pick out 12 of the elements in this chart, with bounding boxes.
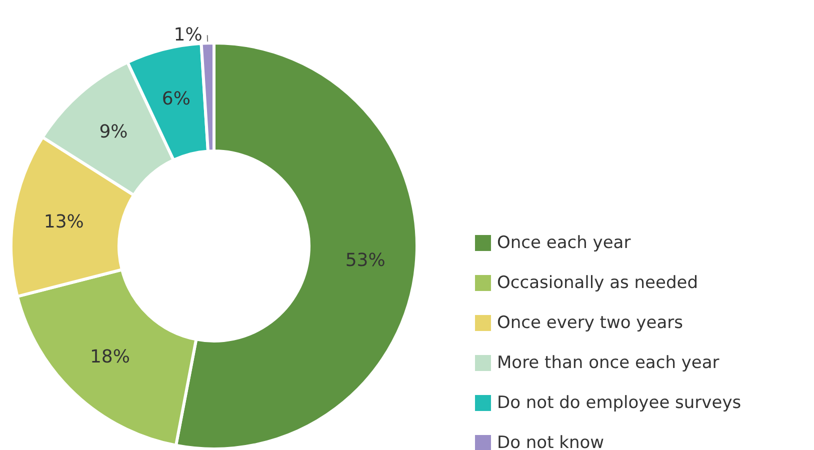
legend-label: Once every two years: [497, 313, 684, 333]
data-label: 1%: [174, 24, 202, 46]
data-label: 18%: [90, 346, 130, 368]
legend-label: More than once each year: [497, 353, 720, 373]
data-label: 6%: [162, 88, 190, 110]
legend-label: Do not do employee surveys: [497, 393, 742, 413]
legend-label: Do not know: [497, 433, 604, 450]
data-label: 53%: [345, 250, 386, 271]
legend-label: Once each year: [497, 233, 631, 253]
data-label: 9%: [99, 121, 128, 142]
data-label: 13%: [44, 212, 84, 233]
legend-label: Occasionally as needed: [497, 273, 698, 293]
